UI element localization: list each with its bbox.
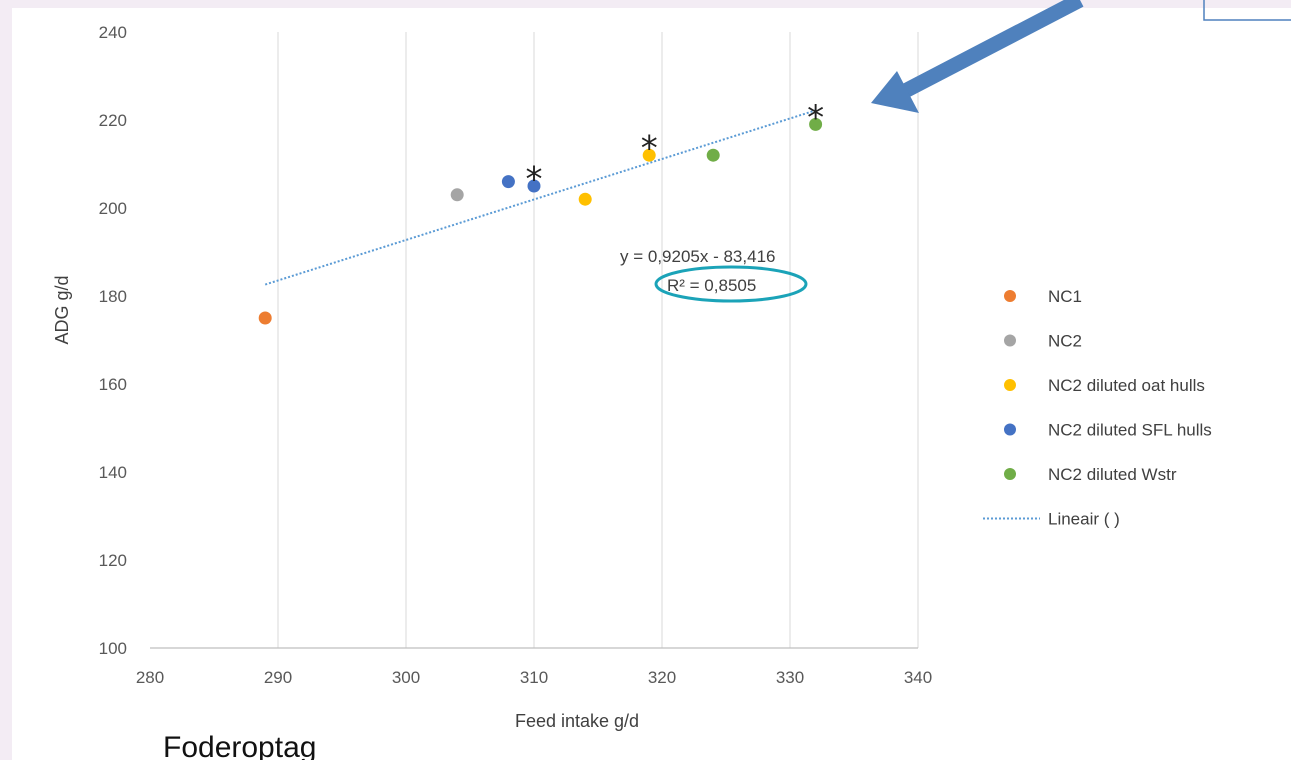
x-axis-title: Feed intake g/d [515,711,639,731]
corner-box [1203,0,1291,21]
legend-marker [1004,334,1016,347]
y-axis-title: ADG g/d [52,275,72,344]
y-tick-label: 240 [99,23,127,42]
y-tick-label: 180 [99,287,127,306]
trendline-r2: R² = 0,8505 [667,276,756,295]
legend-marker [1004,468,1016,480]
callout-arrow [901,0,1084,98]
y-tick-label: 200 [99,199,127,218]
trendline [264,109,816,286]
data-point [258,311,272,325]
data-points [258,117,823,325]
y-tick-label: 100 [99,639,127,658]
x-tick-label: 290 [264,668,292,687]
y-tick-label: 220 [99,111,127,130]
data-point [809,117,823,131]
data-point [706,148,720,162]
caption: Foderoptag [163,731,316,760]
callout-arrow-head [871,71,919,113]
x-tick-label: 280 [136,668,164,687]
chart-background [12,8,1291,760]
legend-label: NC2 [1048,332,1082,351]
x-tick-label: 330 [776,668,804,687]
x-tick-label: 310 [520,668,548,687]
data-point [527,179,541,193]
data-point [642,148,656,162]
legend: NC1 NC2 NC2 diluted oat hulls NC2 diluted S… [983,287,1212,529]
y-tick-label: 120 [99,551,127,570]
x-tick-labels: 280 290 300 310 320 330 340 [136,668,932,687]
significance-star: * [526,159,543,199]
x-tick-label: 300 [392,668,420,687]
data-point [450,188,464,202]
data-point [501,175,515,189]
legend-label: NC2 diluted oat hulls [1048,376,1205,395]
r2-highlight-ellipse [654,265,808,303]
legend-marker [1004,290,1016,302]
grid-lines [277,32,919,648]
y-tick-label: 140 [99,463,127,482]
trendline-equation: y = 0,9205x - 83,416 [620,247,775,266]
y-tick-labels: 100 120 140 160 180 200 220 240 [99,23,127,658]
legend-label: NC1 [1048,287,1082,306]
legend-label: NC2 diluted SFL hulls [1048,421,1212,440]
legend-marker [1004,423,1016,436]
x-tick-label: 340 [904,668,932,687]
y-tick-label: 160 [99,375,127,394]
legend-label: Lineair ( ) [1048,510,1120,529]
legend-label: NC2 diluted Wstr [1048,465,1177,484]
legend-marker [1004,379,1016,391]
x-tick-label: 320 [648,668,676,687]
data-point [578,192,592,206]
significance-markers: * * * [526,98,825,200]
significance-star: * [807,98,824,138]
significance-star: * [641,129,658,169]
